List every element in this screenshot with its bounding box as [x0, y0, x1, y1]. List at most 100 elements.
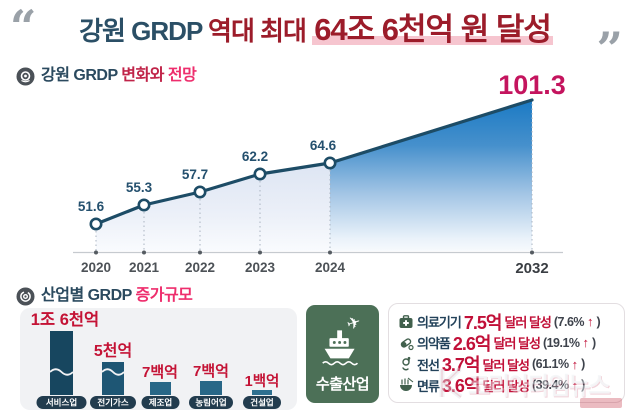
ship-hull: [324, 348, 355, 359]
first-aid-kit-icon: [399, 314, 413, 328]
plane-icon: ✈: [344, 313, 363, 334]
industry-heading-label: 산업별 GRDP: [41, 287, 136, 304]
item-label: 전선: [417, 357, 440, 373]
item-suffix: 달러 달성: [482, 357, 530, 373]
bar-category-pills: [36, 396, 281, 409]
item-label: 면류: [417, 378, 440, 394]
close-quote-mark: ”: [596, 22, 623, 76]
title-region: 강원 GRDP: [79, 16, 209, 46]
item-percent: (61.1%: [531, 357, 569, 372]
up-arrow-icon: ↑: [571, 356, 579, 372]
list-item-electric-wire: 전선 3.7억 달러 달성 (61.1% ↑ ): [398, 354, 618, 375]
item-percent-close: ): [581, 378, 586, 393]
item-percent: (19.1%: [542, 335, 580, 350]
item-value: 7.5억: [463, 312, 503, 333]
item-label: 의료기기: [417, 315, 462, 330]
value-label-2020: 51.6: [78, 199, 105, 214]
value-label-2021: 55.3: [126, 180, 153, 195]
droplines: [95, 104, 533, 251]
item-percent-close: ): [592, 335, 597, 350]
marker-2021: [137, 198, 151, 212]
forecast-area: [330, 100, 532, 251]
marker-2022: [193, 185, 207, 199]
bar-value-agriculture: 7백억: [193, 362, 229, 380]
up-arrow-icon: ↑: [571, 377, 579, 393]
axis-break-wave-services: [49, 368, 74, 376]
trend-line: [94, 98, 534, 226]
bar-cat-electric: 전기가스: [97, 398, 128, 408]
eye-circle-icon: [16, 67, 35, 85]
title-record: 역대 최대: [208, 16, 313, 46]
item-value: 3.7억: [441, 355, 481, 376]
item-value: 3.6억: [441, 376, 481, 397]
forecast-highlight-value: 101.3: [498, 70, 566, 100]
marker-2020: [89, 217, 103, 231]
up-arrow-icon: ↑: [582, 335, 590, 351]
cable-icon: [402, 357, 411, 371]
export-badge-label: 수출산업: [315, 376, 370, 393]
item-suffix: 달러 달성: [493, 336, 540, 352]
trend-heading-outlook: 전망: [167, 67, 197, 84]
title-amount: 64조 6천억 원 달성: [312, 12, 553, 47]
item-percent-close: ): [581, 357, 586, 372]
bar-value-services: 1조 6천억: [31, 310, 99, 329]
bar-manufacturing: [150, 382, 171, 395]
item-label: 의약품: [417, 336, 451, 352]
bar-construction: [252, 390, 272, 395]
list-item-pharmaceuticals: 의약품 2.6억 달러 달성 (19.1% ↑ ): [398, 332, 618, 354]
pill-icon: [400, 338, 414, 350]
axis-break-wave-electric: [101, 368, 125, 376]
x-tick-2020: 2020: [81, 260, 111, 275]
industry-heading-scale: 증가규모: [135, 287, 193, 304]
marker-2024: [323, 156, 337, 170]
bar-services: [50, 331, 73, 395]
historical-area: [96, 163, 330, 251]
bar-agriculture: [200, 381, 222, 395]
water-waves: [321, 361, 358, 366]
marker-2023: [253, 167, 267, 181]
value-label-2023: 62.2: [242, 149, 268, 164]
bar-cat-services: 서비스업: [46, 398, 77, 408]
x-tick-2021: 2021: [129, 260, 160, 275]
export-industry-badge: ✈ 수출산업: [306, 305, 379, 403]
ship-and-plane-icon: ✈: [321, 313, 363, 366]
spiral-circle-icon: [16, 287, 35, 305]
item-value: 2.6억: [452, 333, 492, 354]
list-item-noodles: 면류 3.6억 달러 달성 (39.4% ↑ ): [398, 375, 618, 396]
item-suffix: 달러 달성: [504, 315, 551, 330]
bar-value-construction: 1백억: [245, 372, 280, 390]
trend-section-heading: 강원 GRDP 변화와 전망: [16, 66, 197, 86]
x-tick-2024: 2024: [315, 260, 346, 275]
trend-heading-label: 강원 GRDP: [41, 67, 122, 84]
open-quote-mark: “: [10, 0, 37, 54]
item-percent-close: ): [596, 314, 601, 329]
industry-bar-chart: 1조 6천억 5천억 7백억 7백억 1백억 서비스업 전기가스 제조업 농림어…: [31, 310, 281, 409]
industry-section-heading: 산업별 GRDP 증가규모: [16, 286, 193, 306]
bar-cat-construction: 건설업: [250, 398, 273, 408]
x-tick-2032: 2032: [515, 260, 548, 277]
data-point-markers: [89, 156, 337, 231]
trend-heading-change: 변화와: [121, 67, 168, 84]
noodle-bowl-icon: [400, 378, 414, 392]
bar-cat-manufacturing: 제조업: [149, 398, 172, 408]
bar-cat-agriculture: 농림어업: [195, 398, 226, 408]
list-item-medical-devices: 의료기기 7.5억 달러 달성 (7.6% ↑ ): [398, 311, 618, 333]
page-title: 강원 GRDP 역대 최대 64조 6천억 원 달성: [40, 10, 592, 56]
axis-tick-dots: [94, 250, 534, 255]
export-achievement-list: 의료기기 7.5억 달러 달성 (7.6% ↑ ) 의약품 2.6억 달러 달성…: [388, 303, 625, 403]
item-percent: (39.4%: [531, 378, 569, 393]
x-tick-2022: 2022: [185, 260, 215, 275]
industry-bar-panel: 1조 6천억 5천억 7백억 7백억 1백억 서비스업 전기가스 제조업 농림어…: [20, 308, 297, 410]
value-label-2022: 57.7: [182, 167, 208, 182]
x-tick-2023: 2023: [245, 260, 276, 275]
item-suffix: 달러 달성: [482, 378, 530, 394]
bar-electric-gas: [102, 362, 124, 395]
grdp-trend-chart: 51.6 55.3 57.7 62.2 64.6 101.3 2020 2021…: [73, 70, 566, 277]
value-label-2024: 64.6: [310, 138, 337, 153]
bar-value-manufacturing: 7백억: [142, 363, 178, 381]
item-percent: (7.6%: [553, 314, 585, 329]
up-arrow-icon: ↑: [587, 314, 594, 329]
bar-value-electric: 5천억: [94, 341, 132, 360]
ship-smokestack: [336, 330, 342, 341]
